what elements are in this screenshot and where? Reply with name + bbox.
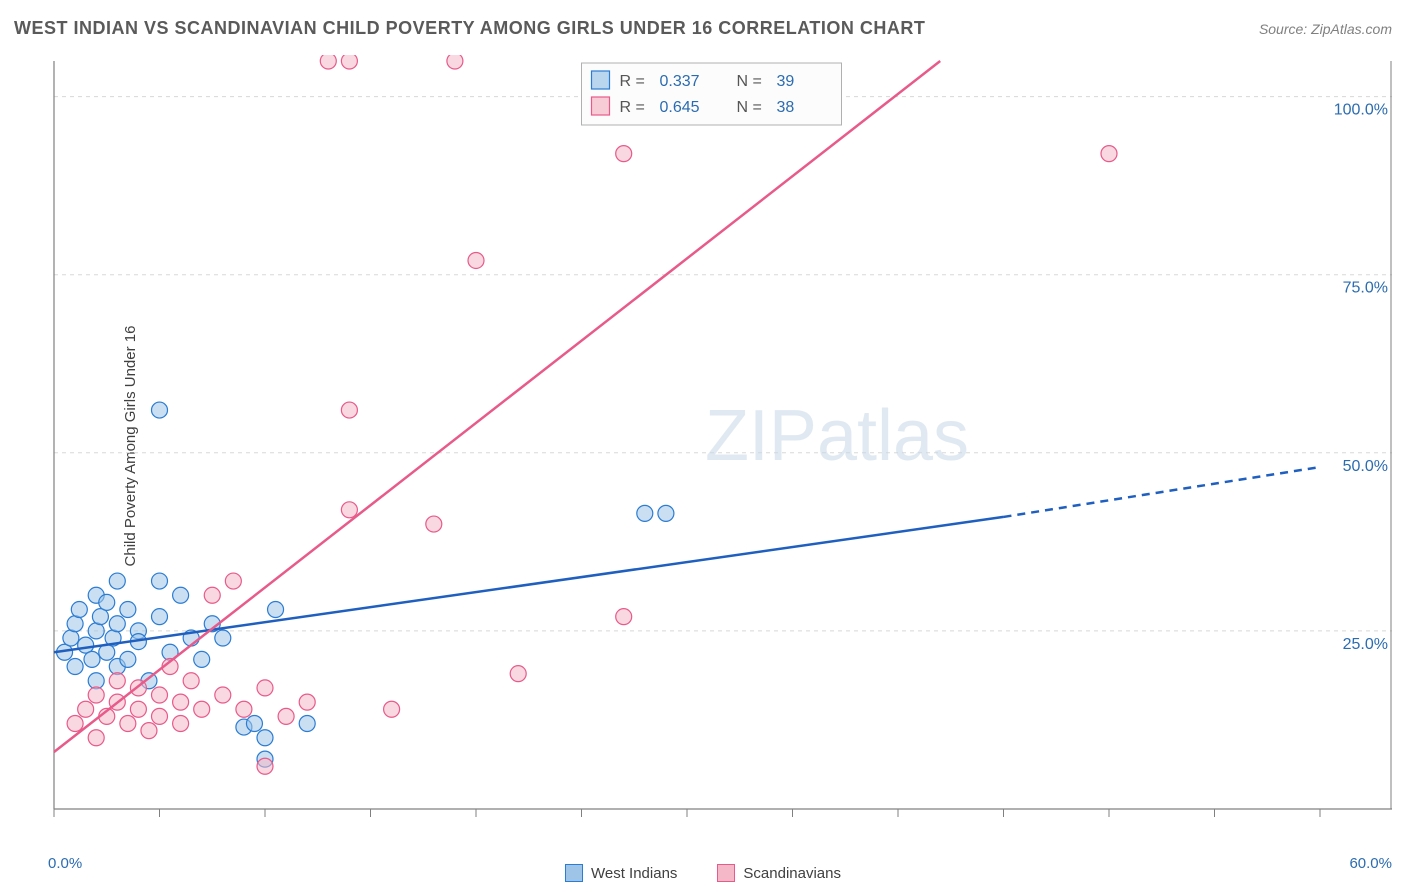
legend-item: West Indians [565, 864, 677, 882]
data-point [152, 609, 168, 625]
data-point [215, 687, 231, 703]
legend-swatch [592, 97, 610, 115]
data-point [99, 594, 115, 610]
data-point [120, 716, 136, 732]
data-point [194, 651, 210, 667]
data-point [658, 505, 674, 521]
data-point [71, 602, 87, 618]
data-point [88, 673, 104, 689]
data-point [225, 573, 241, 589]
data-point [257, 758, 273, 774]
data-point [257, 680, 273, 696]
legend-label: West Indians [591, 865, 677, 882]
data-point [109, 616, 125, 632]
data-point [152, 402, 168, 418]
legend-n-label: N = [737, 99, 762, 116]
legend-swatch [592, 71, 610, 89]
legend-r-label: R = [620, 99, 645, 116]
data-point [341, 402, 357, 418]
data-point [152, 573, 168, 589]
chart-title: WEST INDIAN VS SCANDINAVIAN CHILD POVERT… [14, 18, 925, 39]
data-point [173, 716, 189, 732]
data-point [215, 630, 231, 646]
data-point [341, 55, 357, 69]
data-point [109, 673, 125, 689]
data-point [141, 723, 157, 739]
data-point [67, 616, 83, 632]
data-point [204, 587, 220, 603]
data-point [173, 587, 189, 603]
legend-item: Scandinavians [717, 864, 841, 882]
data-point [67, 716, 83, 732]
data-point [1101, 146, 1117, 162]
data-point [173, 694, 189, 710]
data-point [67, 659, 83, 675]
data-point [78, 637, 94, 653]
data-point [447, 55, 463, 69]
y-tick-label: 25.0% [1343, 636, 1388, 653]
chart-source: Source: ZipAtlas.com [1259, 21, 1392, 37]
legend-label: Scandinavians [743, 865, 841, 882]
y-tick-label: 100.0% [1334, 102, 1388, 119]
y-tick-label: 75.0% [1343, 280, 1388, 297]
data-point [88, 623, 104, 639]
legend-swatch [565, 864, 583, 882]
legend-n-value: 38 [777, 99, 795, 116]
data-point [341, 502, 357, 518]
legend-n-value: 39 [777, 73, 795, 90]
data-point [88, 730, 104, 746]
data-point [152, 708, 168, 724]
data-point [426, 516, 442, 532]
data-point [616, 609, 632, 625]
data-point [278, 708, 294, 724]
data-point [84, 651, 100, 667]
data-point [109, 573, 125, 589]
data-point [320, 55, 336, 69]
trend-line [54, 517, 1004, 652]
data-point [120, 651, 136, 667]
bottom-legend: West Indians Scandinavians [0, 864, 1406, 882]
data-point [194, 701, 210, 717]
data-point [384, 701, 400, 717]
data-point [183, 673, 199, 689]
legend-r-label: R = [620, 73, 645, 90]
data-point [510, 666, 526, 682]
data-point [152, 687, 168, 703]
data-point [268, 602, 284, 618]
legend-r-value: 0.645 [660, 99, 700, 116]
data-point [78, 701, 94, 717]
chart-header: WEST INDIAN VS SCANDINAVIAN CHILD POVERT… [14, 18, 1392, 39]
data-point [616, 146, 632, 162]
scatter-plot: 25.0% 50.0% 75.0% 100.0% ZIPatlas R = 0.337 N =… [48, 55, 1392, 837]
trend-line-extrapolated [1004, 467, 1321, 517]
data-point [257, 730, 273, 746]
data-point [468, 252, 484, 268]
legend-n-label: N = [737, 73, 762, 90]
data-point [120, 602, 136, 618]
data-point [92, 609, 108, 625]
data-point [637, 505, 653, 521]
y-tick-label: 50.0% [1343, 458, 1388, 475]
data-point [299, 716, 315, 732]
data-point [236, 701, 252, 717]
legend-swatch [717, 864, 735, 882]
data-point [63, 630, 79, 646]
data-point [130, 701, 146, 717]
legend-r-value: 0.337 [660, 73, 700, 90]
watermark: ZIPatlas [705, 396, 969, 476]
data-point [246, 716, 262, 732]
data-point [299, 694, 315, 710]
data-point [88, 687, 104, 703]
